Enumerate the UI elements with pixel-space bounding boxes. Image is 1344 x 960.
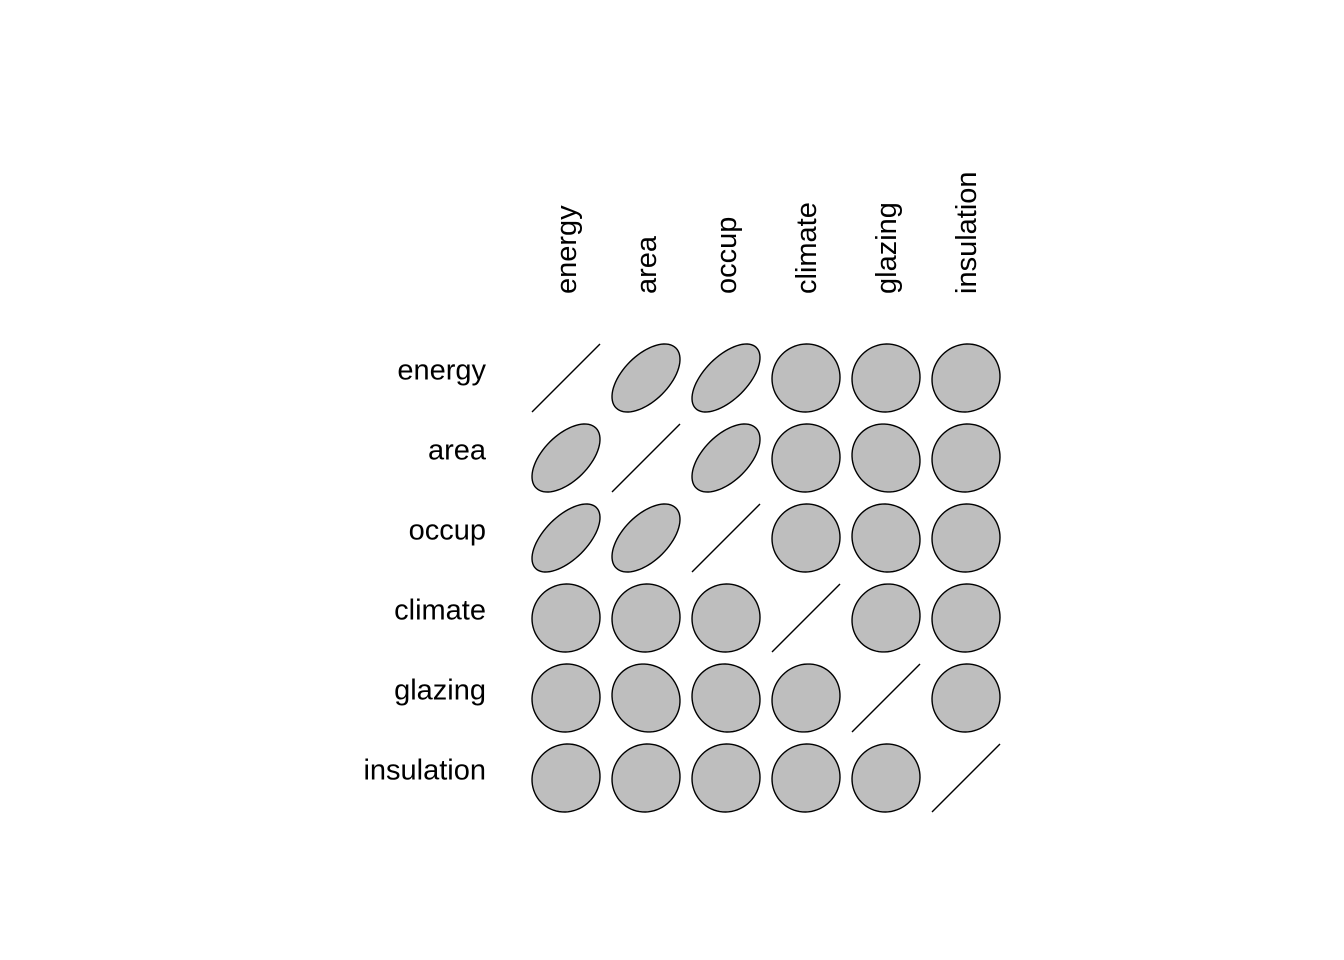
ellipse-climate-occup (691, 583, 761, 653)
ellipse-insulation-glazing (851, 743, 921, 813)
ellipse-insulation-climate (771, 743, 841, 813)
column-label-occup: occup (711, 217, 743, 294)
ellipse-occup-climate (771, 503, 841, 573)
row-label-occup: occup (409, 515, 486, 547)
ellipse-glazing-occup (691, 663, 761, 733)
ellipse-glazing-energy (531, 663, 601, 733)
diagonal-line-occup (691, 503, 761, 573)
row-label-area: area (428, 435, 487, 467)
ellipse-occup-area (611, 503, 681, 573)
ellipse-area-glazing (851, 423, 921, 493)
ellipse-energy-insulation (931, 343, 1001, 413)
row-label-energy: energy (397, 355, 486, 387)
ellipse-area-climate (771, 423, 841, 493)
ellipse-glazing-climate (771, 663, 841, 733)
ellipse-climate-insulation (931, 583, 1001, 653)
row-label-glazing: glazing (394, 675, 486, 707)
ellipse-climate-glazing (851, 583, 921, 653)
ellipse-occup-insulation (931, 503, 1001, 573)
column-label-climate: climate (791, 202, 823, 294)
column-label-area: area (631, 235, 663, 294)
ellipse-energy-occup (691, 343, 761, 413)
column-labels: energy area occup climate glazing insulation (551, 171, 983, 294)
ellipse-insulation-energy (531, 743, 601, 813)
diagonal-line-insulation (931, 743, 1001, 813)
column-label-insulation: insulation (951, 171, 983, 294)
ellipse-area-occup (691, 423, 761, 493)
ellipse-insulation-occup (691, 743, 761, 813)
ellipse-occup-glazing (851, 503, 921, 573)
ellipse-climate-energy (531, 583, 601, 653)
ellipse-area-energy (531, 423, 601, 493)
ellipse-energy-climate (771, 343, 841, 413)
ellipse-energy-area (611, 343, 681, 413)
ellipse-occup-energy (531, 503, 601, 573)
diagonal-line-area (611, 423, 681, 493)
ellipse-area-insulation (931, 423, 1001, 493)
ellipse-climate-area (611, 583, 681, 653)
ellipse-insulation-area (611, 743, 681, 813)
correlation-cells (531, 343, 1001, 813)
ellipse-energy-glazing (851, 343, 921, 413)
diagonal-line-glazing (851, 663, 921, 733)
row-label-insulation: insulation (363, 755, 486, 787)
diagonal-line-energy (531, 343, 601, 413)
row-label-climate: climate (394, 595, 486, 627)
ellipse-glazing-insulation (931, 663, 1001, 733)
column-label-energy: energy (551, 205, 583, 294)
diagonal-line-climate (771, 583, 841, 653)
ellipse-glazing-area (611, 663, 681, 733)
column-label-glazing: glazing (871, 202, 903, 294)
row-labels: energy area occup climate glazing insulation (363, 355, 486, 787)
